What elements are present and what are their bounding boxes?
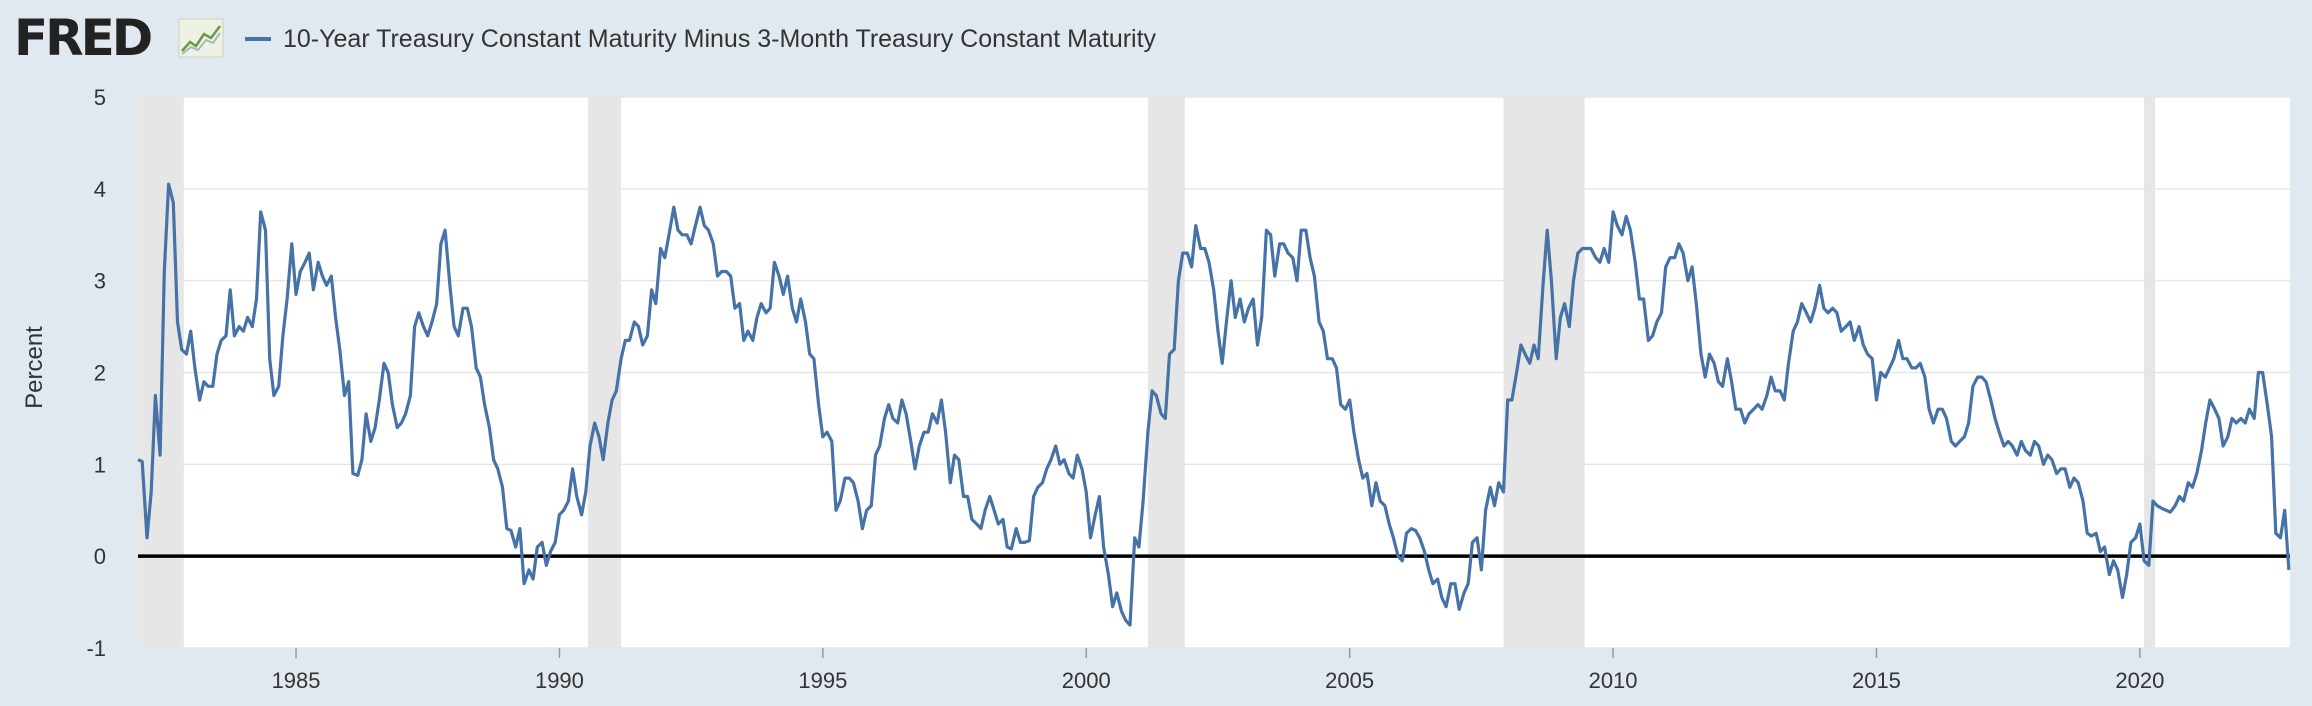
x-tick-label: 1985 [272, 668, 321, 693]
x-tick-label: 2020 [2115, 668, 2164, 693]
legend[interactable]: 10-Year Treasury Constant Maturity Minus… [245, 22, 1156, 56]
fred-line-chart-icon [178, 18, 224, 58]
chart-header: FRED 10-Year Treasury Constant Maturity … [0, 0, 2312, 80]
y-tick-label: 4 [94, 177, 106, 202]
legend-label: 10-Year Treasury Constant Maturity Minus… [283, 24, 1157, 53]
fred-logo[interactable]: FRED [14, 9, 153, 67]
y-axis-ticks: 5 4 3 2 1 0 -1 [86, 85, 106, 661]
x-tick-label: 1990 [535, 668, 584, 693]
y-axis-title: Percent [21, 326, 48, 409]
x-axis-ticks: 1985 1990 1995 2000 2005 2010 2015 2020 [272, 648, 2164, 693]
x-tick-label: 1995 [798, 668, 847, 693]
y-tick-label: 0 [94, 544, 106, 569]
x-tick-label: 2015 [1852, 668, 1901, 693]
y-tick-label: 5 [94, 85, 106, 110]
x-tick-label: 2005 [1325, 668, 1374, 693]
legend-swatch [245, 37, 271, 41]
y-tick-label: -1 [86, 636, 106, 661]
y-tick-label: 2 [94, 361, 106, 386]
x-tick-label: 2010 [1589, 668, 1638, 693]
y-tick-label: 1 [94, 452, 106, 477]
y-tick-label: 3 [94, 269, 106, 294]
series-line[interactable] [137, 182, 2291, 627]
x-tick-label: 2000 [1062, 668, 1111, 693]
